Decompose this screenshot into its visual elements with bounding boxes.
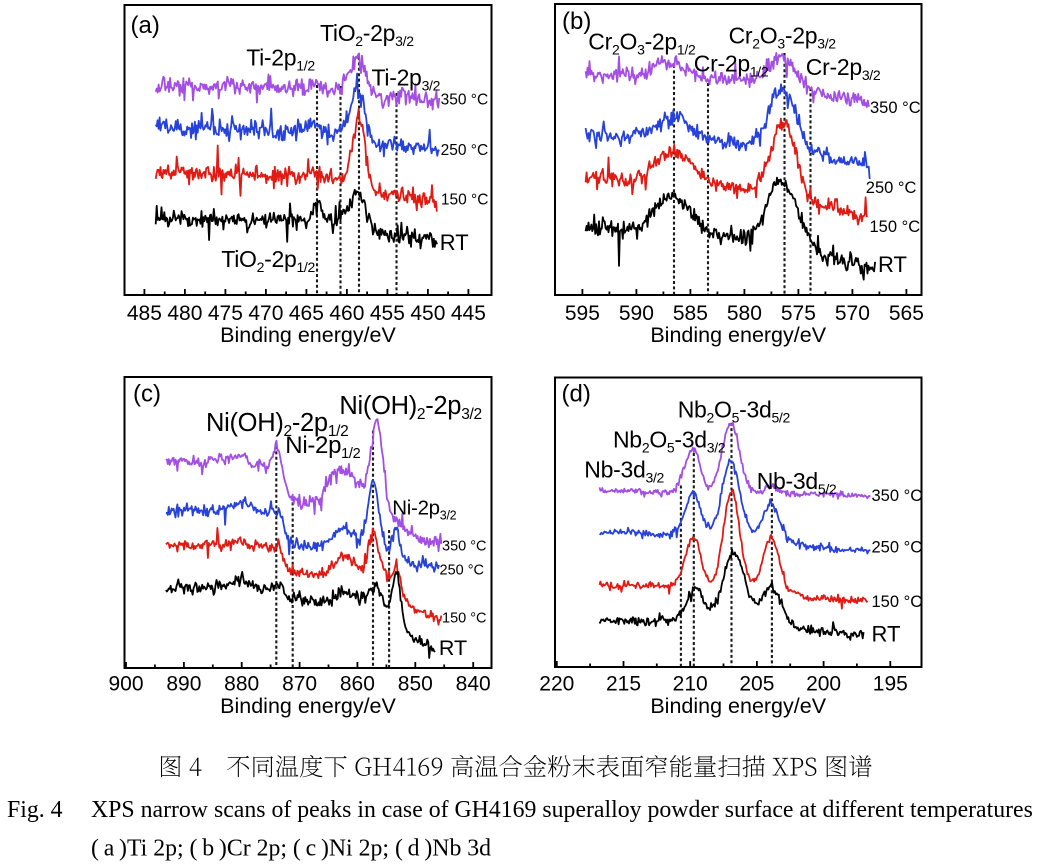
- svg-text:TiO2-2p1/2: TiO2-2p1/2: [221, 246, 315, 275]
- svg-text:210: 210: [673, 673, 708, 696]
- svg-text:Nb-3d3/2: Nb-3d3/2: [584, 457, 664, 486]
- svg-text:Binding energy/eV: Binding energy/eV: [650, 323, 826, 347]
- svg-text:455: 455: [370, 302, 405, 325]
- svg-text:850: 850: [398, 673, 433, 696]
- svg-text:Cr2O3-2p1/2: Cr2O3-2p1/2: [588, 28, 696, 57]
- svg-text:250 °C: 250 °C: [872, 539, 923, 557]
- svg-text:( a )Ti 2p; ( b )Cr 2p; ( c )N: ( a )Ti 2p; ( b )Cr 2p; ( c )Ni 2p; ( d …: [91, 836, 491, 862]
- svg-text:Ti-2p1/2: Ti-2p1/2: [246, 44, 315, 73]
- svg-text:Cr-2p1/2: Cr-2p1/2: [694, 51, 769, 80]
- svg-text:(b): (b): [562, 8, 591, 35]
- svg-text:565: 565: [889, 302, 924, 325]
- svg-text:Binding energy/eV: Binding energy/eV: [220, 694, 396, 718]
- svg-text:Ti-2p3/2: Ti-2p3/2: [372, 64, 441, 93]
- svg-text:XPS narrow scans of peaks in c: XPS narrow scans of peaks in case of GH4…: [91, 797, 1033, 823]
- svg-text:Cr2O3-2p3/2: Cr2O3-2p3/2: [729, 23, 837, 52]
- svg-text:215: 215: [606, 673, 641, 696]
- svg-text:350 °C: 350 °C: [441, 92, 489, 109]
- svg-text:890: 890: [166, 673, 201, 696]
- svg-text:RT: RT: [440, 230, 469, 255]
- svg-text:Ni(OH)2-2p3/2: Ni(OH)2-2p3/2: [339, 392, 481, 423]
- svg-text:480: 480: [167, 302, 202, 325]
- svg-text:Fig. 4: Fig. 4: [7, 797, 63, 823]
- svg-text:220: 220: [539, 673, 574, 696]
- svg-text:445: 445: [451, 302, 486, 325]
- svg-text:150 °C: 150 °C: [442, 611, 487, 627]
- svg-text:900: 900: [108, 673, 143, 696]
- svg-text:350 °C: 350 °C: [442, 539, 487, 555]
- svg-text:150 °C: 150 °C: [870, 218, 921, 236]
- svg-text:Nb2O5-3d5/2: Nb2O5-3d5/2: [678, 396, 791, 425]
- svg-text:Ni-2p3/2: Ni-2p3/2: [392, 496, 456, 522]
- svg-text:RT: RT: [872, 622, 901, 647]
- svg-text:Nb-3d5/2: Nb-3d5/2: [757, 468, 837, 497]
- svg-text:200: 200: [806, 673, 841, 696]
- svg-text:205: 205: [739, 673, 774, 696]
- svg-text:Ni(OH)2-2p1/2: Ni(OH)2-2p1/2: [206, 409, 348, 440]
- svg-text:350 °C: 350 °C: [870, 99, 921, 117]
- svg-text:475: 475: [208, 302, 243, 325]
- svg-text:840: 840: [456, 673, 491, 696]
- svg-text:250 °C: 250 °C: [441, 142, 489, 159]
- svg-text:Binding energy/eV: Binding energy/eV: [220, 323, 396, 347]
- svg-text:460: 460: [329, 302, 364, 325]
- svg-text:TiO2-2p3/2: TiO2-2p3/2: [320, 20, 414, 49]
- svg-text:(c): (c): [133, 381, 161, 408]
- svg-text:880: 880: [224, 673, 259, 696]
- svg-text:595: 595: [565, 302, 600, 325]
- svg-text:470: 470: [248, 302, 283, 325]
- svg-text:870: 870: [282, 673, 317, 696]
- svg-text:575: 575: [781, 302, 816, 325]
- svg-text:585: 585: [673, 302, 708, 325]
- svg-text:450: 450: [410, 302, 445, 325]
- svg-text:Nb2O5-3d3/2: Nb2O5-3d3/2: [613, 427, 726, 456]
- svg-text:590: 590: [619, 302, 654, 325]
- svg-text:250 °C: 250 °C: [440, 563, 485, 579]
- svg-text:(a): (a): [131, 12, 160, 39]
- svg-text:465: 465: [289, 302, 324, 325]
- svg-text:860: 860: [340, 673, 375, 696]
- svg-text:195: 195: [873, 673, 908, 696]
- svg-text:485: 485: [127, 302, 162, 325]
- svg-text:150 °C: 150 °C: [872, 593, 923, 611]
- svg-text:(d): (d): [562, 381, 591, 408]
- svg-text:350 °C: 350 °C: [872, 487, 923, 505]
- svg-text:580: 580: [727, 302, 762, 325]
- svg-text:RT: RT: [439, 636, 467, 660]
- svg-text:Cr-2p3/2: Cr-2p3/2: [806, 54, 881, 83]
- svg-text:570: 570: [835, 302, 870, 325]
- svg-text:RT: RT: [878, 252, 907, 277]
- svg-text:Binding energy/eV: Binding energy/eV: [650, 694, 826, 718]
- svg-text:250 °C: 250 °C: [866, 179, 917, 197]
- svg-text:150 °C: 150 °C: [441, 191, 489, 208]
- svg-text:Ni-2p1/2: Ni-2p1/2: [285, 432, 360, 462]
